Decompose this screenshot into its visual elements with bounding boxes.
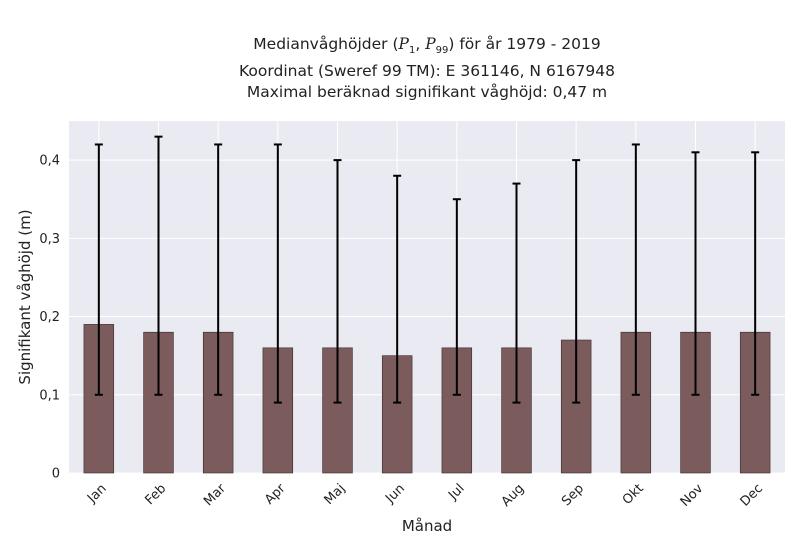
y-tick-label: 0,2 bbox=[39, 310, 60, 325]
x-axis-label: Månad bbox=[402, 517, 452, 535]
x-tick-label: Aug bbox=[499, 481, 528, 510]
x-tick-label: Jun bbox=[382, 481, 408, 507]
x-tick-label: Feb bbox=[142, 481, 169, 508]
chart-title: Medianvåghöjder (P1, P99) för år 1979 - … bbox=[57, 34, 797, 103]
title-line-1: Medianvåghöjder (P1, P99) för år 1979 - … bbox=[253, 35, 601, 57]
y-tick-label: 0,3 bbox=[39, 232, 60, 247]
x-tick-labels: Jan Feb Mar Apr Maj Jun Jul Aug Sep Okt Nov Dec bbox=[84, 481, 766, 510]
x-tick-label: Dec bbox=[738, 481, 766, 509]
x-tick-label: Jan bbox=[84, 481, 109, 506]
x-tick-label: Okt bbox=[620, 481, 647, 508]
y-tick-label: 0 bbox=[52, 467, 60, 482]
plot-area bbox=[69, 121, 785, 473]
bars bbox=[83, 324, 771, 474]
error-bars bbox=[94, 135, 760, 404]
x-tick-label: Sep bbox=[559, 481, 587, 509]
x-tick-label: Nov bbox=[678, 481, 707, 510]
title-line-2: Koordinat (Sweref 99 TM): E 361146, N 61… bbox=[239, 62, 615, 81]
y-tick-label: 0,1 bbox=[39, 388, 60, 403]
x-tick-label: Mar bbox=[201, 481, 229, 509]
x-tick-label: Apr bbox=[262, 481, 289, 508]
x-tick-label: Jul bbox=[445, 481, 467, 503]
y-tick-label: 0,4 bbox=[39, 154, 60, 169]
y-axis-label: Signifikant våghöjd (m) bbox=[16, 209, 34, 384]
title-line-3: Maximal beräknad signifikant våghöjd: 0,… bbox=[246, 83, 608, 102]
x-tick-label: Maj bbox=[322, 481, 349, 508]
y-tick-labels: 0 0,1 0,2 0,3 0,4 bbox=[39, 154, 60, 482]
